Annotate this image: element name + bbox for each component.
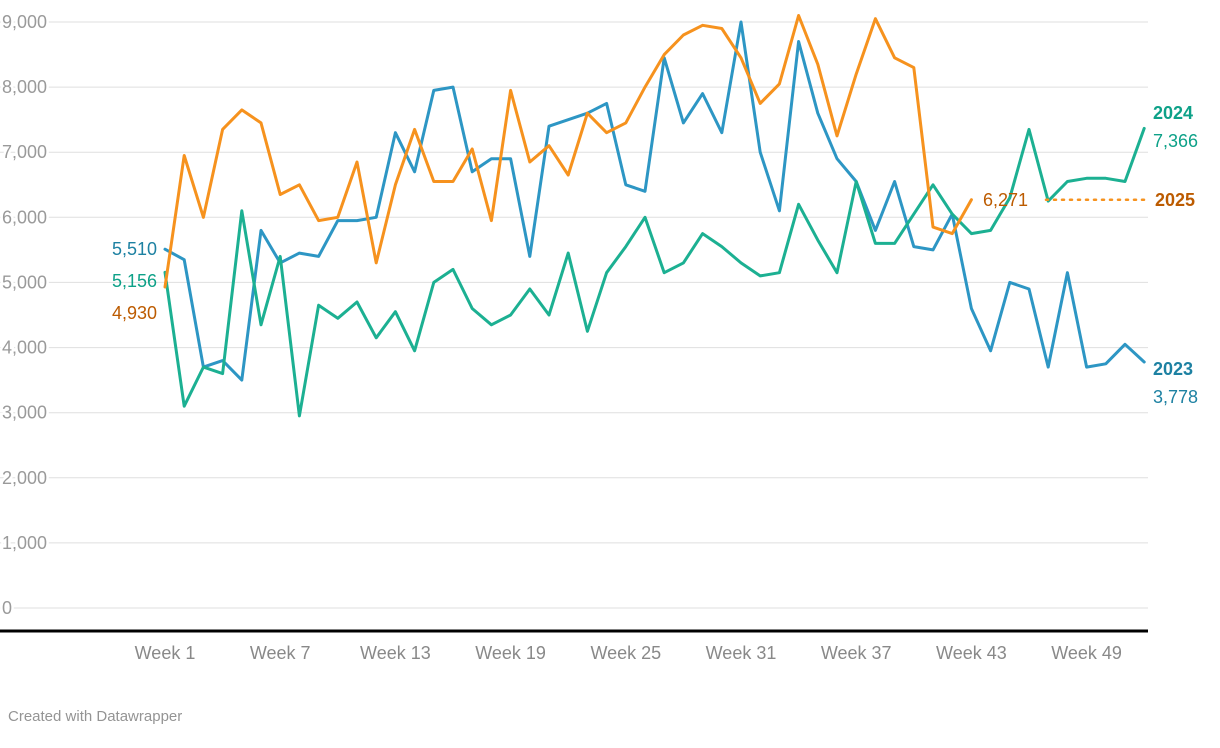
start-value-2024: 5,156 (111, 271, 157, 291)
y-axis-tick-label: 4,000 (2, 338, 47, 358)
x-axis-tick-label: Week 49 (1051, 643, 1122, 663)
x-axis-tick-label: Week 31 (706, 643, 777, 663)
y-axis-tick-label: 5,000 (2, 272, 47, 292)
y-axis-tick-label: 7,000 (2, 142, 47, 162)
y-axis-tick-label: 8,000 (2, 77, 47, 97)
series-line-2024 (163, 126, 1146, 418)
x-axis-tick-label: Week 19 (475, 643, 546, 663)
start-value-2023: 5,510 (111, 239, 157, 259)
y-axis-tick-label: 3,000 (2, 403, 47, 423)
start-value-2025: 4,930 (111, 303, 157, 323)
end-value-2024: 7,366 (1153, 131, 1199, 151)
x-axis-tick-label: Week 43 (936, 643, 1007, 663)
series-label-2023: 2023 (1153, 359, 1194, 379)
plot-area: 0 1,000 2,000 3,000 4,000 5,000 6,000 7,000 8,00… (0, 12, 1152, 663)
y-axis-tick-label: 6,000 (2, 207, 47, 227)
annotation-2025-value: 6,271 (983, 190, 1029, 210)
datawrapper-attribution[interactable]: Created with Datawrapper (8, 708, 183, 725)
y-axis-tick-label: 2,000 (2, 468, 47, 488)
end-value-2023: 3,778 (1153, 387, 1199, 407)
series-label-2024: 2024 (1153, 103, 1194, 123)
series-label-2025: 2025 (1155, 190, 1196, 210)
x-axis-tick-label: Week 37 (821, 643, 892, 663)
x-axis-tick-label: Week 25 (590, 643, 661, 663)
y-axis-tick-label: 0 (2, 598, 12, 618)
x-axis-tick-label: Week 1 (135, 643, 196, 663)
x-axis-tick-label: Week 13 (360, 643, 431, 663)
series-line-2025 (163, 14, 973, 289)
y-axis-tick-label: 9,000 (2, 12, 47, 32)
y-axis-tick-label: 1,000 (2, 533, 47, 553)
x-axis-tick-label: Week 7 (250, 643, 311, 663)
series-line-2023 (163, 20, 1146, 382)
